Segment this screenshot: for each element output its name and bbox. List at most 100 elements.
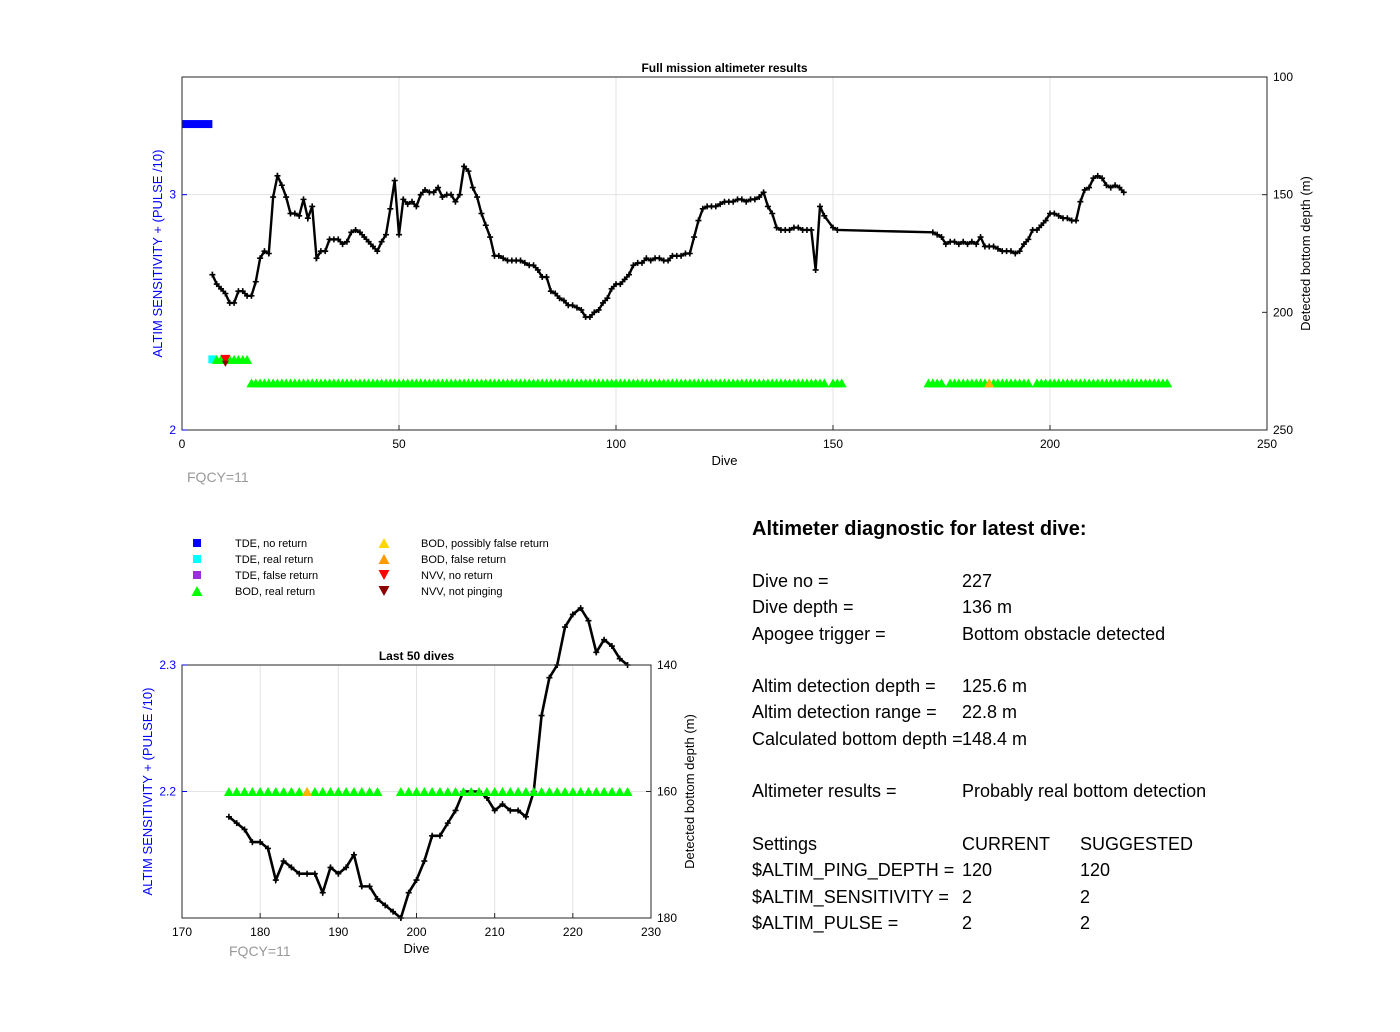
- bod-real-return-marker: [505, 787, 516, 796]
- dive-no-value: 227: [962, 571, 993, 591]
- legend-label: TDE, no return: [235, 538, 307, 550]
- depth-point: [1012, 250, 1019, 257]
- depth-point: [595, 306, 602, 313]
- depth-point: [248, 292, 255, 299]
- legend-label: TDE, real return: [235, 554, 313, 566]
- depth-point: [751, 196, 758, 203]
- x-tick-label: 100: [606, 437, 626, 451]
- depth-point: [1064, 215, 1071, 222]
- depth-point: [517, 257, 524, 264]
- depth-point: [738, 196, 745, 203]
- bod-real-return-marker: [411, 787, 422, 796]
- depth-point: [547, 288, 554, 295]
- depth-point: [241, 826, 248, 833]
- depth-point: [695, 217, 702, 224]
- diagnostic-panel: Altimeter diagnostic for latest dive: Di…: [752, 518, 1372, 939]
- depth-point: [499, 801, 506, 808]
- sensitivity-label: $ALTIM_SENSITIVITY =: [752, 886, 949, 907]
- depth-point: [369, 243, 376, 250]
- bod-real-return-marker: [294, 787, 305, 796]
- depth-point: [656, 255, 663, 262]
- bod-real-return-marker: [466, 787, 477, 796]
- depth-point: [1007, 248, 1014, 255]
- y-left-tick-label: 2.2: [159, 785, 176, 799]
- depth-point: [593, 649, 600, 656]
- bod-real-return-marker: [247, 787, 258, 796]
- depth-point: [1020, 241, 1027, 248]
- bod-real-return-marker: [348, 787, 359, 796]
- depth-point: [678, 252, 685, 259]
- bod-real-return-marker: [325, 787, 336, 796]
- depth-point: [608, 643, 615, 650]
- depth-point: [1055, 212, 1062, 219]
- calculated-depth-label: Calculated bottom depth =: [752, 728, 963, 749]
- depth-point: [391, 177, 398, 184]
- plot-area: [182, 77, 1267, 430]
- bod-real-return-marker: [481, 787, 492, 796]
- fqcy-annotation: FQCY=11: [187, 469, 249, 485]
- depth-point: [639, 259, 646, 266]
- bod-real-return-marker: [1023, 378, 1034, 388]
- bod-real-return-marker: [442, 787, 453, 796]
- pulse-suggested: 2: [1080, 912, 1091, 933]
- depth-point: [530, 262, 537, 269]
- bod-real-return-marker: [575, 787, 586, 796]
- depth-point: [608, 285, 615, 292]
- depth-point: [257, 255, 264, 262]
- ping-depth-suggested: 120: [1080, 860, 1111, 881]
- bod-real-return-marker: [255, 787, 266, 796]
- depth-point: [560, 297, 567, 304]
- depth-point: [968, 238, 975, 245]
- plot-frame: [181, 76, 1268, 431]
- depth-point: [1073, 217, 1080, 224]
- bod-real-return-marker: [403, 787, 414, 796]
- depth-point: [361, 234, 368, 241]
- depth-point: [327, 864, 334, 871]
- depth-point: [265, 250, 272, 257]
- depth-point: [1077, 198, 1084, 205]
- bod-real-return-marker: [622, 787, 633, 796]
- bod-real-return-marker: [270, 787, 281, 796]
- depth-point: [249, 839, 256, 846]
- depth-point: [239, 288, 246, 295]
- tde-real-return-marker: [208, 355, 217, 364]
- depth-point: [1016, 248, 1023, 255]
- depth-point: [743, 198, 750, 205]
- depth-point: [233, 820, 240, 827]
- depth-point: [319, 889, 326, 896]
- altimeter-results-value: Probably real bottom detection: [962, 781, 1207, 802]
- depth-point: [773, 224, 780, 231]
- depth-point: [396, 231, 402, 238]
- depth-point: [621, 276, 628, 283]
- legend-marker: [193, 555, 201, 563]
- depth-point: [500, 255, 507, 262]
- x-axis-label: Dive: [711, 453, 737, 468]
- depth-point: [573, 304, 580, 311]
- bod-real-return-marker: [489, 787, 500, 796]
- depth-point: [686, 250, 693, 257]
- bod-real-return-marker: [309, 787, 320, 796]
- depth-point: [1090, 175, 1097, 182]
- depth-point: [821, 212, 828, 219]
- depth-point: [335, 236, 342, 243]
- suggested-header: SUGGESTED: [1080, 833, 1194, 854]
- depth-point: [562, 624, 569, 631]
- depth-point: [495, 252, 502, 259]
- y-right-axis-label: Detected bottom depth (m): [1298, 176, 1313, 331]
- depth-point: [760, 189, 767, 196]
- depth-point: [577, 605, 584, 612]
- nvv-no-return-marker: [220, 354, 231, 364]
- bod-real-return-marker: [242, 354, 253, 364]
- detection-range-label: Altim detection range =: [752, 702, 937, 723]
- bod-real-return-marker: [567, 787, 578, 796]
- depth-point: [1107, 184, 1114, 191]
- depth-point: [422, 186, 429, 193]
- depth-point: [951, 238, 958, 245]
- depth-point: [604, 295, 611, 302]
- x-tick-label: 230: [641, 925, 661, 939]
- depth-point: [769, 210, 776, 217]
- bod-real-return-marker: [552, 787, 563, 796]
- bod-real-return-marker: [434, 787, 445, 796]
- bod-real-return-marker: [364, 787, 375, 796]
